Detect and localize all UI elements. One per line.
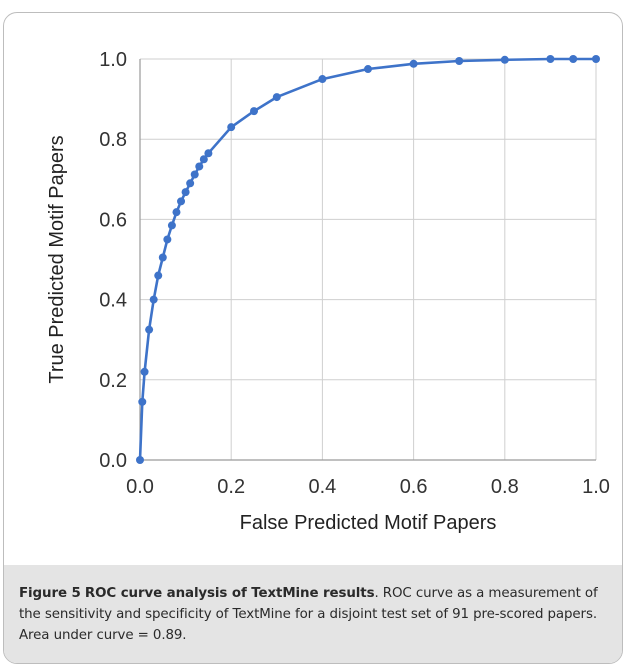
y-tick-label: 0.2 [99, 370, 127, 392]
x-tick-label: 0.6 [400, 476, 428, 498]
y-tick-label: 0.6 [99, 209, 127, 231]
roc-curve-line [138, 57, 596, 461]
roc-point [140, 367, 149, 376]
y-tick-label: 1.0 [99, 49, 127, 71]
roc-point [546, 55, 555, 63]
caption-label: Figure 5 [19, 586, 81, 601]
roc-point [592, 55, 600, 63]
roc-point [186, 179, 195, 188]
roc-point [167, 221, 176, 230]
roc-point [364, 65, 372, 74]
x-tick-label: 1.0 [582, 476, 610, 498]
roc-point [136, 456, 144, 464]
roc-point [272, 93, 281, 102]
x-tick-label: 0.8 [491, 476, 519, 498]
roc-point [318, 75, 327, 84]
y-tick-label: 0.8 [99, 129, 127, 151]
roc-point [455, 57, 464, 66]
figure-caption: Figure 5 ROC curve analysis of TextMine … [4, 565, 622, 663]
roc-point [158, 253, 167, 262]
y-tick-label: 0.4 [99, 290, 127, 312]
roc-point [409, 59, 418, 68]
roc-point [177, 197, 186, 206]
roc-point [190, 170, 199, 179]
roc-point [199, 155, 208, 164]
roc-point [138, 397, 147, 406]
roc-point [172, 208, 181, 217]
x-tick-label: 0.4 [308, 476, 336, 498]
roc-chart: 0.0 0.2 0.4 0.6 0.8 1.0 0.0 0.2 0.4 0.6 0.8 1.0 Fal… [46, 49, 610, 534]
figure-frame [3, 12, 623, 664]
caption-text: . ROC curve as a measurement of the sens… [19, 586, 598, 643]
roc-point [227, 123, 236, 132]
y-axis-title: True Predicted Motif Papers [46, 135, 68, 383]
x-axis-title: False Predicted Motif Papers [240, 512, 497, 534]
roc-point [154, 271, 163, 280]
roc-point [204, 149, 213, 158]
x-tick-label: 0.0 [126, 476, 154, 498]
roc-point [163, 235, 172, 244]
roc-point [569, 55, 578, 63]
roc-point [149, 295, 158, 304]
grid [139, 58, 597, 461]
roc-point [500, 55, 509, 64]
roc-point [145, 325, 154, 334]
roc-point [250, 107, 258, 116]
x-tick-label: 0.2 [217, 476, 245, 498]
roc-point [181, 188, 190, 197]
roc-points [136, 55, 600, 464]
roc-point [195, 162, 204, 171]
y-tick-label: 0.0 [99, 450, 127, 472]
tick-labels: 0.0 0.2 0.4 0.6 0.8 1.0 0.0 0.2 0.4 0.6 0.8 1.0 [99, 49, 610, 498]
caption-title: ROC curve analysis of TextMine results [84, 586, 375, 601]
